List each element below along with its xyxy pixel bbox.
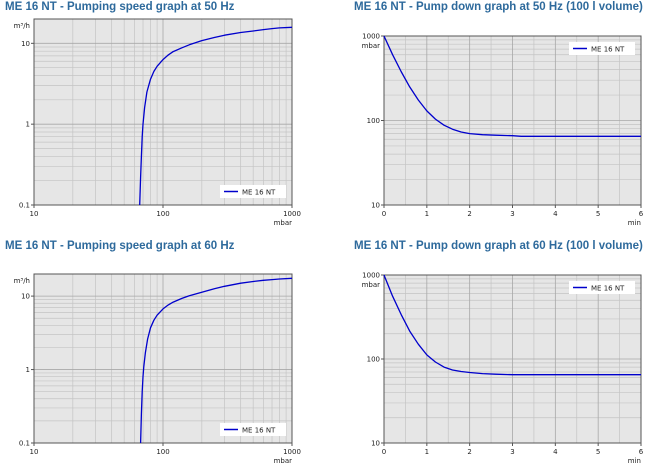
x-tick-label: 6 [639, 210, 644, 218]
x-tick-label: 3 [510, 210, 514, 218]
grid [34, 18, 292, 205]
y-tick-label: 10 [21, 293, 30, 301]
chart-title-pumpdown-60hz: ME 16 NT - Pump down graph at 60 Hz (100… [354, 240, 643, 252]
x-axis-label: min [628, 219, 641, 227]
y-tick-label: 1000 [362, 33, 380, 41]
x-tick-label: 100 [156, 210, 169, 218]
series-line [383, 274, 641, 376]
x-tick-label: 5 [596, 210, 600, 218]
x-axis-label: min [628, 457, 641, 465]
y-tick-label: 10 [371, 202, 380, 210]
series-line [139, 277, 293, 444]
y-axis-label: m³/h [14, 22, 30, 30]
x-tick-label: 1000 [283, 448, 301, 456]
legend-label: ME 16 NT [591, 284, 625, 292]
x-axis-label: mbar [274, 457, 293, 465]
x-tick-label: 5 [596, 448, 600, 456]
y-tick-label: 1000 [362, 272, 380, 280]
x-tick-label: 0 [382, 210, 386, 218]
y-tick-label: 0.1 [19, 440, 30, 448]
legend-box [569, 281, 635, 294]
x-axis-label: mbar [274, 219, 293, 227]
legend-box [569, 42, 635, 55]
x-tick-label: 1 [425, 210, 429, 218]
chart-title-pumpdown-50hz: ME 16 NT - Pump down graph at 50 Hz (100… [354, 1, 643, 13]
legend-box [220, 185, 286, 198]
legend-label: ME 16 NT [242, 426, 276, 434]
y-tick-label: 100 [367, 117, 380, 125]
y-tick-label: 1 [26, 121, 30, 129]
chart-title-speed-60hz: ME 16 NT - Pumping speed graph at 60 Hz [5, 240, 235, 252]
x-tick-label: 10 [30, 210, 39, 218]
legend-label: ME 16 NT [591, 45, 625, 53]
y-tick-label: 100 [367, 356, 380, 364]
x-tick-label: 4 [553, 448, 558, 456]
x-tick-label: 10 [30, 448, 39, 456]
x-tick-label: 6 [639, 448, 644, 456]
x-tick-label: 4 [553, 210, 558, 218]
y-axis-label: m³/h [14, 277, 30, 285]
x-tick-label: 0 [382, 448, 386, 456]
y-tick-label: 10 [371, 440, 380, 448]
y-tick-label: 1 [26, 366, 30, 374]
x-tick-label: 2 [467, 448, 471, 456]
series-line [383, 35, 641, 137]
legend-box [220, 423, 286, 436]
legend-label: ME 16 NT [242, 188, 276, 196]
y-tick-label: 0.1 [19, 202, 30, 210]
y-axis-label: mbar [362, 42, 381, 50]
chart-title-speed-50hz: ME 16 NT - Pumping speed graph at 50 Hz [5, 1, 235, 13]
y-axis-label: mbar [362, 281, 381, 289]
x-tick-label: 2 [467, 210, 471, 218]
x-tick-label: 1000 [283, 210, 301, 218]
series-line [139, 26, 293, 206]
x-tick-label: 1 [425, 448, 429, 456]
y-tick-label: 10 [21, 40, 30, 48]
x-tick-label: 100 [156, 448, 169, 456]
x-tick-label: 3 [510, 448, 514, 456]
